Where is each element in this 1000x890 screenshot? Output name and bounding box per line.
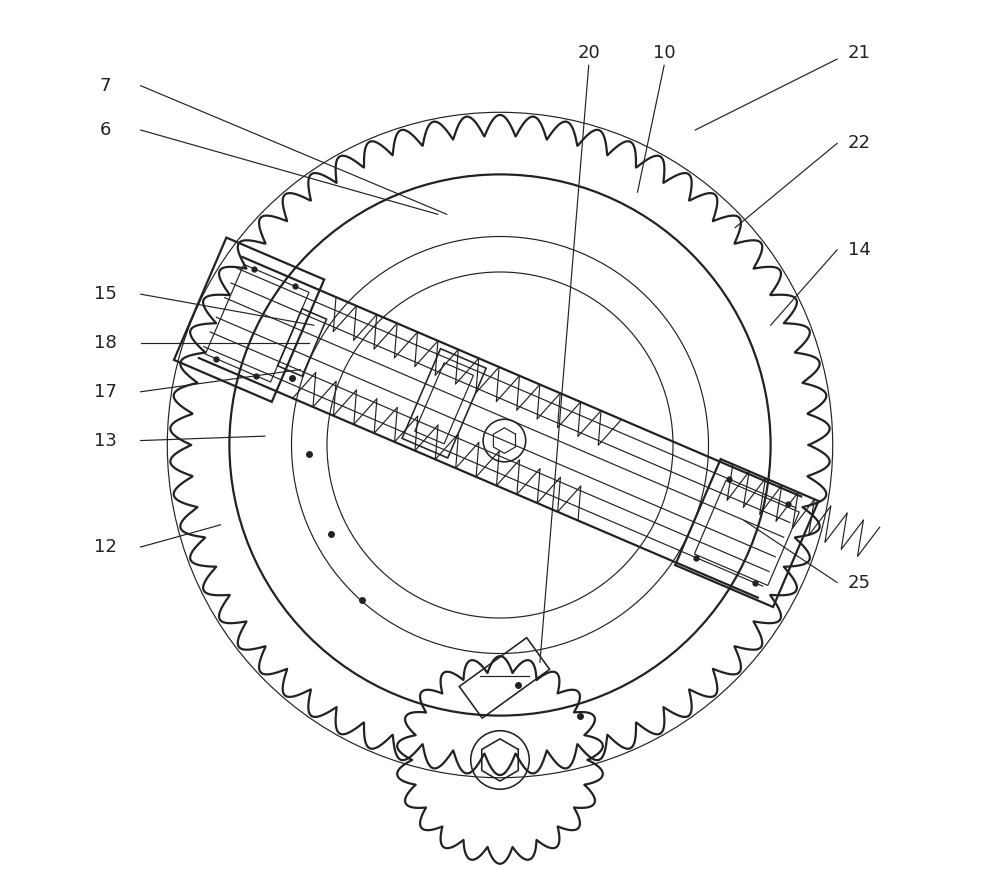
Text: 7: 7 <box>99 77 111 94</box>
Text: 20: 20 <box>577 44 600 61</box>
Text: 6: 6 <box>99 121 111 139</box>
Text: 14: 14 <box>848 241 871 259</box>
Text: 12: 12 <box>94 538 117 556</box>
Text: 15: 15 <box>94 285 117 303</box>
Text: 21: 21 <box>848 44 871 61</box>
Text: 22: 22 <box>848 134 871 152</box>
Text: 25: 25 <box>848 573 871 592</box>
Text: 13: 13 <box>94 432 117 449</box>
Text: 18: 18 <box>94 334 117 352</box>
Text: 17: 17 <box>94 383 117 400</box>
Text: 10: 10 <box>653 44 675 61</box>
